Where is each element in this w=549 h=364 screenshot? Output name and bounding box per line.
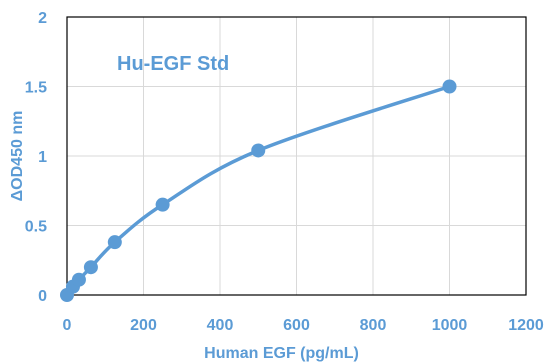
y-tick-labels: 0 0.5 1 1.5 2 — [25, 10, 47, 305]
y-tick-label: 0.5 — [25, 219, 47, 236]
x-tick-label: 400 — [207, 317, 234, 334]
data-points — [60, 79, 457, 302]
data-point — [71, 272, 86, 287]
x-tick-label: 600 — [283, 317, 310, 334]
data-point — [442, 79, 457, 94]
x-tick-label: 1200 — [508, 317, 544, 334]
x-axis-title: Human EGF (pg/mL) — [204, 345, 359, 362]
series-line — [65, 84, 451, 297]
y-tick-label: 0 — [38, 288, 47, 305]
x-tick-label: 0 — [63, 317, 72, 334]
y-tick-label: 2 — [38, 10, 47, 27]
y-tick-label: 1 — [38, 149, 47, 166]
y-axis-title: ΔOD450 nm — [9, 111, 26, 202]
data-point — [155, 197, 170, 212]
chart-title: Hu-EGF Std — [117, 53, 229, 75]
x-tick-label: 200 — [130, 317, 157, 334]
x-tick-label: 1000 — [432, 317, 468, 334]
data-point — [83, 260, 98, 275]
y-tick-label: 1.5 — [25, 80, 47, 97]
x-tick-labels: 0 200 400 600 800 1000 1200 — [63, 317, 544, 334]
plot-border — [66, 16, 527, 296]
data-point — [107, 235, 122, 250]
data-point — [251, 143, 266, 158]
x-tick-label: 800 — [360, 317, 387, 334]
